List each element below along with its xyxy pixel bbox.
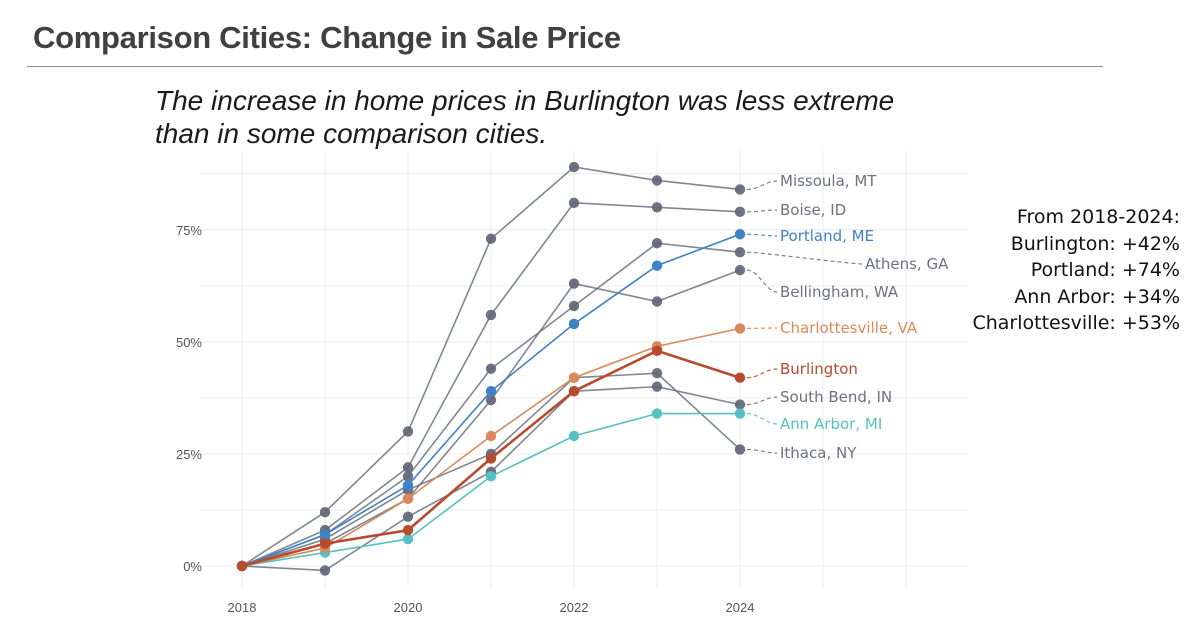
data-point (734, 444, 746, 455)
data-point (485, 430, 497, 442)
data-point (485, 233, 497, 244)
data-point (319, 507, 331, 518)
label-leader (746, 412, 778, 425)
grid-lines (200, 150, 968, 588)
label-leader (746, 180, 778, 191)
data-point (485, 471, 497, 482)
series-missoula-mt (236, 161, 746, 572)
data-point (734, 184, 746, 195)
data-point (651, 408, 663, 419)
series-label: Charlottesville, VA (780, 319, 918, 337)
x-tick-label: 2024 (726, 600, 755, 615)
label-leader (746, 368, 778, 379)
data-point (568, 197, 580, 209)
data-point (485, 385, 497, 397)
summary-portland: Portland: +74% (1030, 259, 1180, 281)
series-label: Ann Arbor, MI (780, 415, 882, 433)
data-point (402, 493, 414, 504)
summary-burlington: Burlington: +42% (1010, 232, 1180, 255)
data-point (485, 363, 497, 374)
series-label: Athens, GA (865, 255, 949, 273)
data-point (485, 309, 497, 321)
data-point (568, 278, 580, 289)
data-point (651, 368, 663, 379)
data-point (568, 161, 580, 173)
label-leader (746, 233, 778, 237)
data-point (651, 202, 663, 213)
data-point (402, 471, 414, 482)
data-point (319, 538, 331, 549)
x-tick-label: 2018 (228, 600, 257, 615)
series-label: Burlington (780, 360, 858, 378)
label-leader (746, 209, 778, 213)
data-point (485, 453, 497, 464)
data-point (734, 246, 746, 258)
summary-heading: From 2018-2024: (1016, 206, 1180, 228)
data-point (402, 426, 414, 437)
data-point (651, 345, 663, 357)
data-point (402, 511, 414, 522)
data-point (734, 372, 746, 383)
data-point (485, 394, 497, 406)
data-point (651, 260, 663, 271)
data-point (734, 206, 746, 218)
series-label: Missoula, MT (780, 172, 877, 190)
data-point (568, 318, 580, 330)
data-point (402, 524, 414, 536)
label-leader (746, 448, 778, 454)
data-point (651, 238, 663, 249)
data-point (319, 565, 331, 576)
series-burlington (236, 345, 746, 572)
data-point (568, 385, 580, 397)
series-label: South Bend, IN (780, 388, 892, 406)
y-tick-label: 0% (183, 559, 202, 574)
label-leader (746, 269, 778, 293)
data-point (568, 372, 580, 383)
slide-title: Comparison Cities: Change in Sale Price (33, 20, 621, 55)
data-point (734, 229, 746, 240)
data-point (236, 560, 248, 572)
summary-box: From 2018-2024: Burlington: +42% Portlan… (972, 204, 1180, 337)
summary-charlottesville: Charlottesville: +53% (972, 312, 1180, 334)
x-tick-label: 2020 (394, 600, 423, 615)
label-leader (746, 396, 778, 406)
subtitle-line-2: than in some comparison cities. (155, 118, 548, 149)
label-leader (746, 251, 863, 265)
title-divider (27, 66, 1103, 67)
data-point (734, 264, 746, 276)
data-point (568, 300, 580, 312)
data-point (402, 533, 414, 545)
data-point (651, 381, 663, 392)
data-point (651, 296, 663, 307)
x-tick-label: 2022 (560, 600, 589, 615)
data-point (568, 430, 580, 442)
y-tick-label: 75% (176, 223, 202, 238)
y-tick-label: 25% (176, 447, 202, 462)
data-point (734, 323, 746, 334)
summary-ann-arbor: Ann Arbor: +34% (1014, 285, 1180, 308)
data-point (402, 462, 414, 473)
data-point (734, 408, 746, 419)
data-point (319, 529, 331, 540)
series-label: Boise, ID (780, 201, 846, 219)
data-point (651, 175, 663, 186)
series-label: Portland, ME (780, 227, 874, 245)
data-point (402, 480, 414, 491)
series-label: Ithaca, NY (780, 444, 857, 462)
data-point (734, 399, 746, 410)
subtitle-line-1: The increase in home prices in Burlingto… (155, 85, 895, 116)
series-label: Bellingham, WA (780, 283, 899, 301)
y-tick-label: 50% (176, 335, 202, 350)
slide-subtitle: The increase in home prices in Burlingto… (155, 84, 975, 150)
